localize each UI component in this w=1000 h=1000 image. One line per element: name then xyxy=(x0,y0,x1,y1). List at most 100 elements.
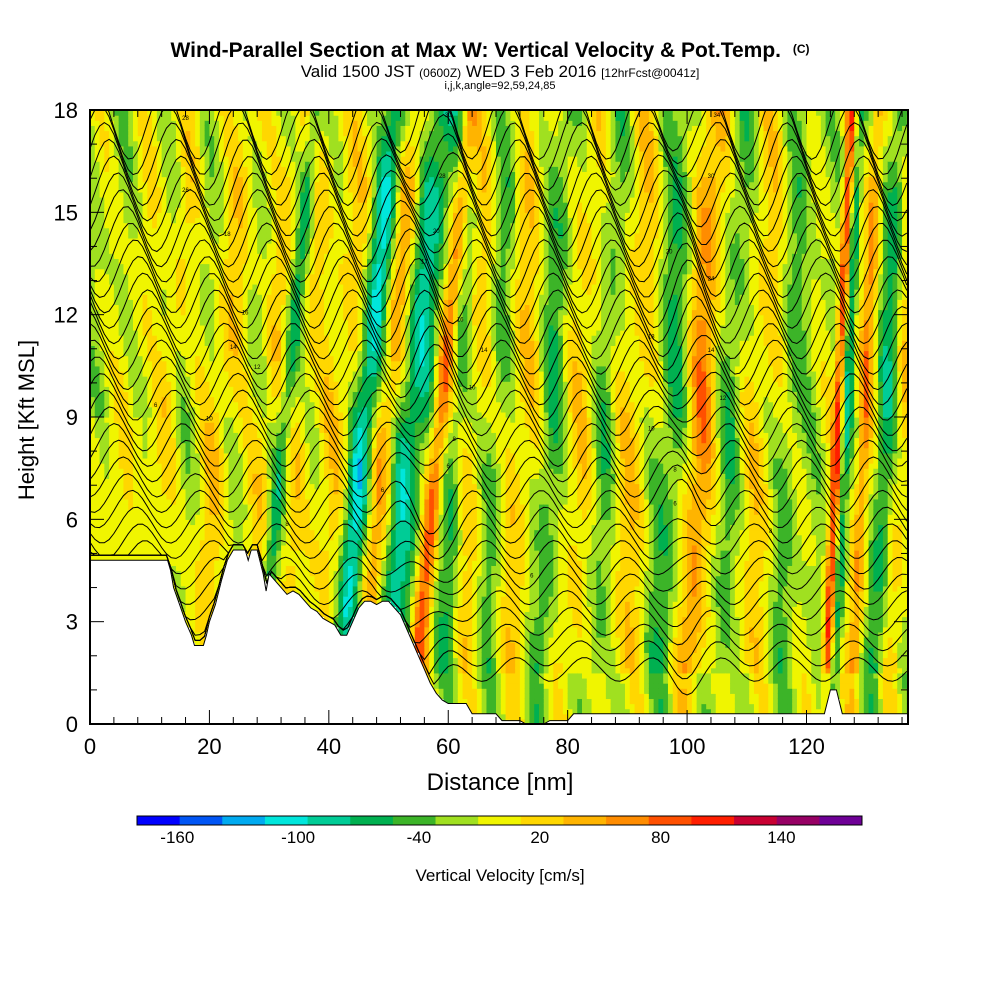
field-cell xyxy=(304,442,311,449)
field-cell xyxy=(228,488,234,495)
field-cell xyxy=(180,590,187,597)
field-cell xyxy=(152,186,158,193)
field-cell xyxy=(242,411,249,418)
field-cell xyxy=(328,314,335,321)
field-cell xyxy=(118,386,125,393)
field-cell xyxy=(257,243,263,249)
field-cell xyxy=(190,560,196,566)
field-cell xyxy=(204,468,211,474)
field-cell xyxy=(199,637,206,643)
field-cell xyxy=(195,468,201,474)
field-cell xyxy=(166,217,172,224)
field-cell xyxy=(142,468,148,474)
field-cell xyxy=(180,181,187,188)
field-cell xyxy=(214,524,220,531)
field-cell xyxy=(104,268,110,275)
field-cell xyxy=(99,289,105,295)
field-cell xyxy=(266,345,273,352)
field-cell xyxy=(233,171,239,178)
field-cell xyxy=(109,401,115,408)
field-cell xyxy=(276,324,282,331)
field-cell xyxy=(113,283,120,290)
field-cell xyxy=(314,580,320,587)
field-cell xyxy=(319,176,325,183)
field-cell xyxy=(190,585,196,592)
field-cell xyxy=(328,253,335,259)
field-cell xyxy=(252,258,258,265)
field-cell xyxy=(333,227,339,234)
field-cell xyxy=(261,391,268,398)
field-cell xyxy=(247,406,254,413)
field-cell xyxy=(338,626,344,633)
field-cell xyxy=(247,330,254,336)
field-cell xyxy=(314,227,320,234)
field-cell xyxy=(185,314,191,321)
field-cell xyxy=(228,539,234,546)
field-cell xyxy=(199,391,206,398)
field-cell xyxy=(94,350,101,357)
field-cell xyxy=(204,550,211,556)
field-cell xyxy=(171,447,177,454)
field-cell xyxy=(171,355,177,362)
field-cell xyxy=(109,156,115,162)
field-cell xyxy=(171,324,177,331)
field-cell xyxy=(128,150,134,157)
field-cell xyxy=(156,202,163,208)
field-cell xyxy=(123,483,129,490)
field-cell xyxy=(185,263,191,270)
field-cell xyxy=(171,381,177,387)
field-cell xyxy=(261,110,268,116)
field-cell xyxy=(94,130,101,137)
field-cell xyxy=(261,161,268,167)
field-cell xyxy=(118,514,125,520)
field-cell xyxy=(156,544,163,551)
field-cell xyxy=(180,457,187,464)
field-cell xyxy=(290,191,296,198)
field-cell xyxy=(290,217,296,224)
field-cell xyxy=(156,534,163,541)
field-cell xyxy=(118,488,125,495)
field-cell xyxy=(338,181,344,188)
field-cell xyxy=(152,396,158,403)
vertical-velocity-field xyxy=(90,110,908,724)
field-cell xyxy=(233,534,239,541)
field-cell xyxy=(90,115,96,121)
field-cell xyxy=(300,473,306,479)
field-cell xyxy=(171,278,177,285)
field-cell xyxy=(142,386,148,393)
field-cell xyxy=(94,473,101,479)
field-cell xyxy=(147,273,153,280)
field-cell xyxy=(204,590,211,597)
field-cell xyxy=(137,509,144,515)
field-cell xyxy=(204,150,211,157)
field-cell xyxy=(132,324,139,331)
field-cell xyxy=(199,156,206,162)
field-cell xyxy=(166,125,172,132)
field-cell xyxy=(319,263,325,270)
field-cell xyxy=(190,207,196,213)
field-cell xyxy=(209,212,215,219)
field-cell xyxy=(171,283,177,290)
field-cell xyxy=(233,335,239,341)
field-cell xyxy=(128,222,134,229)
field-cell xyxy=(132,350,139,357)
field-cell xyxy=(142,422,148,428)
field-cell xyxy=(223,156,230,162)
field-cell xyxy=(257,268,263,275)
field-cell xyxy=(199,232,206,239)
field-cell xyxy=(214,432,220,439)
field-cell xyxy=(190,626,196,633)
field-cell xyxy=(266,529,273,536)
field-cell xyxy=(118,493,125,500)
field-cell xyxy=(281,550,287,556)
field-cell xyxy=(180,544,187,551)
field-cell xyxy=(290,555,296,561)
field-cell xyxy=(233,345,239,352)
field-cell xyxy=(118,110,125,116)
field-cell xyxy=(180,294,187,300)
field-cell xyxy=(137,263,144,270)
field-cell xyxy=(113,330,120,336)
field-cell xyxy=(195,524,201,531)
field-cell xyxy=(90,514,96,520)
field-cell xyxy=(161,283,168,290)
